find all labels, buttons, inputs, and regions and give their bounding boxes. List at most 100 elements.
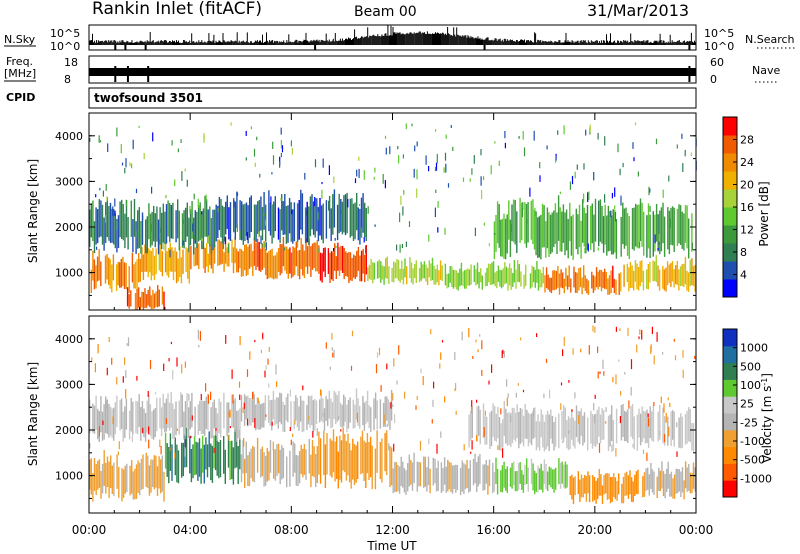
range-time-cell-11-73 [610, 215, 613, 255]
range-time-cell-10-66 [574, 420, 576, 449]
range-time-cell-5-19 [524, 464, 526, 485]
range-time-cell-11-119 [684, 205, 687, 243]
range-time-cell-11-25 [533, 210, 536, 250]
range-time-cell-4-36 [450, 462, 452, 492]
isolated-echo-153 [396, 244, 398, 251]
isolated-echo-208 [322, 158, 324, 168]
freq-tick-top: 18 [64, 56, 78, 69]
range-time-cell-8-19 [119, 399, 121, 431]
isolated-echo-25 [428, 166, 430, 172]
range-time-cell-7-0 [544, 275, 546, 293]
range-time-cell-10-21 [249, 197, 251, 238]
isolated-echo-127 [472, 356, 474, 359]
range-time-cell-10-77 [591, 414, 594, 449]
nsky-bar [516, 40, 518, 45]
nsky-bar [655, 41, 657, 45]
isolated-echo-204 [189, 206, 191, 214]
nsky-bar [222, 33, 224, 45]
range-time-cell-10-136 [686, 410, 688, 444]
isolated-echo-133 [435, 162, 438, 171]
range-time-cell-6-25 [609, 477, 612, 504]
nsky-bar [650, 41, 652, 45]
range-time-cell-6-5 [451, 266, 453, 287]
nsky-bar [339, 38, 341, 45]
nsky-bar [652, 42, 654, 45]
range-time-cell-6-32 [494, 272, 496, 287]
isolated-echo-199 [199, 331, 201, 341]
range-time-cell-6-60 [539, 269, 541, 288]
range-time-cell-9-38 [149, 213, 152, 248]
range-time-cell-10-64 [571, 409, 573, 440]
isolated-echo-87 [176, 357, 178, 367]
range-time-cell-4-57 [484, 464, 486, 490]
range-time-cell-5-7 [505, 468, 507, 491]
range-time-cell-3-0 [316, 446, 318, 483]
nsky-bar [377, 34, 379, 45]
range-time-cell-10-1 [217, 205, 219, 238]
isolated-echo-123 [420, 368, 422, 374]
range-time-cell-9-62 [188, 217, 190, 253]
nsky-bar [434, 33, 435, 45]
nsky-bar [166, 42, 168, 45]
isolated-echo-156 [390, 401, 392, 409]
range-time-cell-1-29 [211, 445, 214, 483]
range-time-cell-8-42 [687, 272, 690, 292]
range-time-cell-3-33 [294, 247, 296, 275]
range-time-cell-8-10 [105, 396, 107, 433]
range-time-cell-8-87 [228, 402, 230, 433]
nsky-bar [625, 40, 627, 45]
range-time-cell-7-12 [664, 473, 666, 499]
nsky-bar [164, 40, 166, 45]
range-time-cell-5-34 [422, 264, 424, 279]
nsky-bar [333, 41, 335, 45]
range-time-cell-1-23 [175, 251, 178, 284]
nsky-bar [128, 42, 130, 45]
range-time-cell-6-4 [449, 266, 451, 283]
range-time-cell-10-44 [538, 421, 541, 451]
nsky-bar [622, 42, 624, 45]
range-time-cell-10-84 [603, 410, 605, 440]
range-time-cell-8-11 [637, 267, 640, 291]
isolated-echo-72 [504, 131, 506, 139]
range-time-cell-11-114 [676, 208, 679, 246]
nsky-bar [292, 41, 294, 45]
range-time-cell-9-9 [103, 217, 105, 251]
range-time-cell-4-7 [327, 248, 330, 274]
range-time-cell-9-33 [141, 212, 144, 245]
range-time-cell-5-11 [511, 463, 513, 489]
range-time-cell-11-24 [532, 199, 534, 244]
nsky-bar [105, 40, 107, 45]
nsky-bar [357, 38, 359, 45]
range-time-cell-7-18 [573, 266, 575, 288]
isolated-echo-130 [614, 205, 616, 210]
nsky-bar [521, 39, 522, 45]
isolated-echo-255 [168, 358, 170, 362]
range-time-cell-3-28 [286, 246, 288, 274]
isolated-echo-237 [515, 392, 517, 398]
isolated-echo-252 [618, 359, 620, 362]
isolated-echo-238 [571, 409, 573, 412]
range-time-cell-3-17 [344, 434, 346, 473]
range-time-cell-0-6 [98, 249, 100, 281]
nsky-bar [323, 41, 325, 45]
isolated-echo-232 [647, 413, 649, 418]
isolated-echo-65 [534, 207, 536, 217]
nsky-bar [654, 40, 656, 45]
isolated-echo-242 [228, 434, 230, 441]
nsky-bar [281, 41, 283, 45]
nsky-bar [157, 40, 159, 45]
range-time-cell-7-7 [555, 270, 557, 290]
range-time-cell-10-82 [346, 192, 348, 234]
range-time-cell-0-31 [138, 253, 140, 283]
isolated-echo-138 [312, 431, 314, 438]
nsky-bar [596, 40, 598, 45]
range-time-cell-9-19 [271, 399, 273, 431]
range-time-cell-1-1 [166, 443, 168, 477]
range-time-cell-2-2 [193, 247, 195, 267]
range-time-cell-7-8 [557, 266, 559, 288]
range-time-cell-3-18 [345, 441, 348, 481]
range-time-cell-11-17 [521, 202, 523, 241]
isolated-echo-144 [539, 175, 541, 182]
nsky-bar [353, 38, 354, 45]
nsky-bar [667, 41, 669, 45]
